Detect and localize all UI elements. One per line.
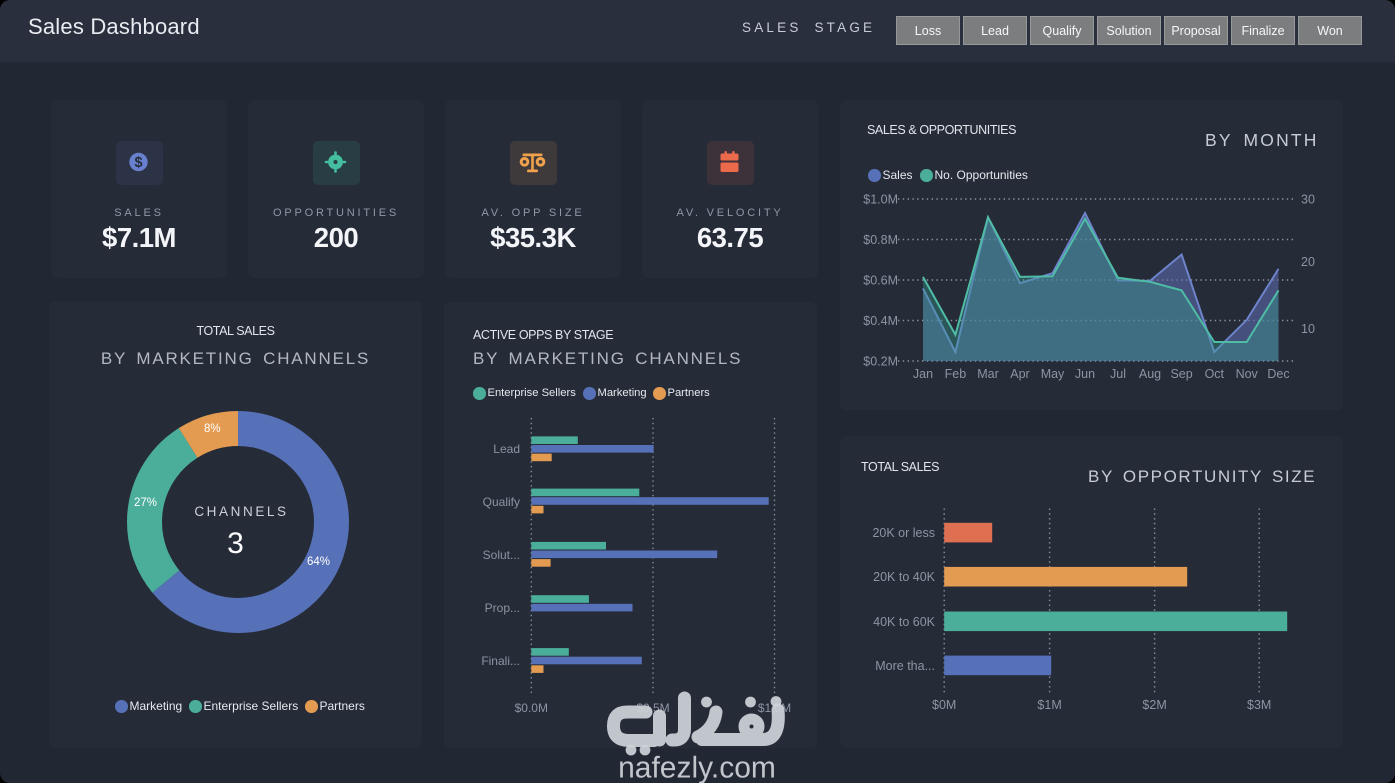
svg-text:$1.0M: $1.0M [863,193,898,207]
svg-text:$0.8M: $0.8M [863,233,898,247]
svg-text:nafezly.com: nafezly.com [618,752,776,783]
svg-text:Jun: Jun [1075,367,1095,381]
svg-text:More tha...: More tha... [875,659,935,673]
svg-text:Solut...: Solut... [483,548,520,562]
svg-text:$0.0M: $0.0M [515,701,548,715]
svg-text:$0.4M: $0.4M [863,314,898,328]
svg-text:Aug: Aug [1139,367,1161,381]
svg-text:10: 10 [1301,322,1315,336]
svg-text:Finali...: Finali... [481,654,520,668]
svg-text:$: $ [134,155,142,171]
svg-text:Lead: Lead [493,442,520,456]
svg-text:Jul: Jul [1110,367,1126,381]
svg-text:40K to 60K: 40K to 60K [873,615,936,629]
svg-text:Apr: Apr [1010,367,1029,381]
svg-text:Mar: Mar [977,367,999,381]
svg-text:Oct: Oct [1205,367,1225,381]
svg-text:Prop...: Prop... [485,601,520,615]
svg-text:Feb: Feb [945,367,967,381]
svg-text:Nov: Nov [1236,367,1259,381]
svg-text:20K or less: 20K or less [872,526,935,540]
svg-text:$0.2M: $0.2M [863,355,898,369]
svg-text:$0M: $0M [932,698,956,712]
svg-text:$2M: $2M [1142,698,1166,712]
svg-text:20K to 40K: 20K to 40K [873,570,936,584]
svg-text:20: 20 [1301,255,1315,269]
svg-text:May: May [1041,367,1065,381]
svg-text:$3M: $3M [1247,698,1271,712]
svg-text:Jan: Jan [913,367,933,381]
svg-text:Dec: Dec [1267,367,1289,381]
svg-text:Qualify: Qualify [483,495,520,509]
svg-text:$0.6M: $0.6M [863,274,898,288]
svg-text:Sep: Sep [1170,367,1192,381]
svg-text:$1M: $1M [1037,698,1061,712]
svg-text:30: 30 [1301,193,1315,207]
